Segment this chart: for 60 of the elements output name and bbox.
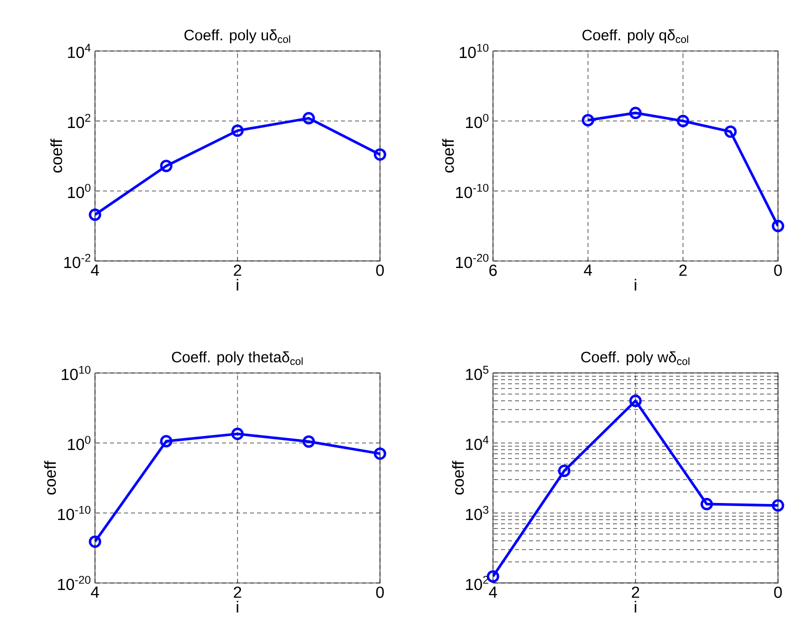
point <box>160 160 172 172</box>
point <box>231 124 244 137</box>
x-tick-label: 2 <box>679 264 687 276</box>
y-tick-label: 10$^{10}$ <box>62 366 90 380</box>
chart-title: Coeff. poly qδ$_{col}$ <box>582 29 688 44</box>
y-tick-label: 10$^{3}$ <box>466 506 488 520</box>
point <box>486 570 500 583</box>
point <box>231 428 244 440</box>
point <box>374 148 386 161</box>
x-tick-label: 0 <box>376 586 384 598</box>
y-axis-title: coeff <box>44 460 56 495</box>
y-tick-label: 10$^{10}$ <box>460 44 488 58</box>
chart-title: Coeff. poly wδ$_{col}$ <box>581 351 690 366</box>
y-tick-label: 10$^{5}$ <box>466 366 488 380</box>
y-tick-label: 10$^{2}$ <box>68 114 90 128</box>
point <box>558 464 570 478</box>
x-tick-label: 0 <box>774 264 782 276</box>
y-axis-title: coeff <box>442 138 454 173</box>
y-axis-title: coeff <box>50 138 62 173</box>
x-tick-label: 4 <box>488 586 497 598</box>
x-axis-title: i <box>236 278 238 291</box>
y-tick-label: 10$^{-10}$ <box>456 184 488 198</box>
x-tick-label: 4 <box>90 586 99 598</box>
point <box>629 394 642 408</box>
x-tick-label: 2 <box>234 586 242 598</box>
x-axis-title: i <box>236 600 238 613</box>
point <box>676 114 690 128</box>
point <box>772 220 784 232</box>
chart-title: Coeff. poly uδ$_{col}$ <box>184 29 290 44</box>
x-tick-label: 2 <box>632 586 640 598</box>
y-tick-label: 10$^{-20}$ <box>58 576 90 590</box>
chart-title: Coeff. poly thetaδ$_{col}$ <box>172 351 303 366</box>
x-tick-label: 4 <box>584 264 592 276</box>
point <box>374 447 386 460</box>
point <box>88 208 102 221</box>
x-tick-label: 6 <box>489 264 497 276</box>
y-tick-label: 10$^{-2}$ <box>64 254 90 268</box>
y-tick-label: 10$^{-20}$ <box>456 254 488 268</box>
point <box>88 535 102 548</box>
point <box>772 499 784 512</box>
point <box>582 114 594 126</box>
x-axis-title: i <box>634 278 636 291</box>
y-axis-title: coeff <box>452 460 464 495</box>
point <box>302 435 315 448</box>
x-tick-label: 0 <box>376 264 384 276</box>
y-tick-label: 10$^{0}$ <box>68 436 90 450</box>
x-tick-label: 2 <box>234 264 242 276</box>
point <box>629 106 642 120</box>
point <box>302 112 315 124</box>
x-tick-label: 0 <box>774 586 782 598</box>
point <box>160 435 172 448</box>
y-tick-label: 10$^{4}$ <box>68 44 91 58</box>
point <box>724 125 737 138</box>
x-axis-title: i <box>634 600 636 613</box>
y-tick-label: 10$^{0}$ <box>466 114 488 128</box>
y-tick-label: 10$^{-10}$ <box>58 506 90 520</box>
point <box>700 498 713 510</box>
y-tick-label: 10$^{4}$ <box>466 436 489 450</box>
y-tick-label: 10$^{0}$ <box>68 184 90 198</box>
x-tick-label: 4 <box>90 264 99 276</box>
